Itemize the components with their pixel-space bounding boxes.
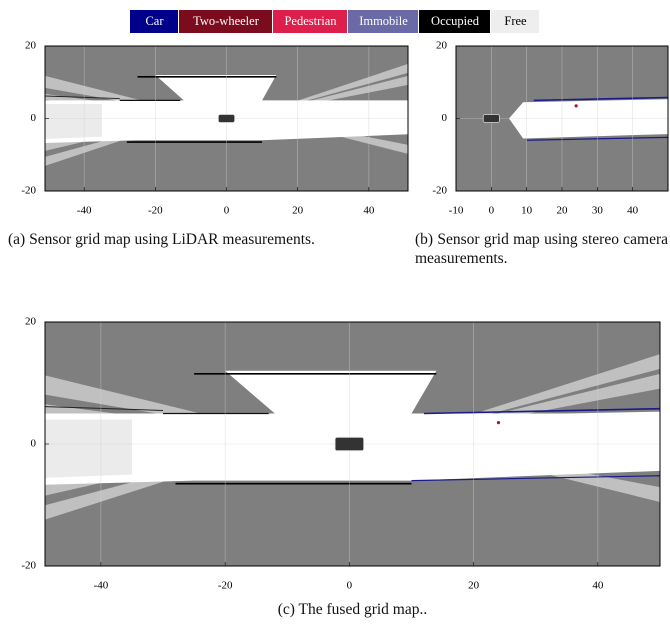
ego-vehicle [217,114,236,123]
frame [455,45,669,192]
x-tick-label: 0 [489,205,495,217]
free-ray [45,375,300,438]
legend-swatch [130,10,178,33]
free-ray [399,354,660,438]
x-tick-label: 30 [592,205,604,217]
x-tick-label: -40 [94,580,109,592]
free-space [380,411,660,478]
caption: (c) The fused grid map.. [277,601,428,618]
x-tick-label: 0 [347,580,353,592]
y-tick-label: 0 [31,438,37,450]
pedestrian-cell [496,421,501,425]
x-tick-label: 20 [557,205,569,217]
y-tick-label: -20 [432,185,447,197]
legend-label: Two-wheeler [193,14,260,28]
legend-label: Free [504,14,527,28]
legend-swatch [179,10,272,33]
occupied-edge [526,136,668,141]
x-tick-label: -40 [77,205,92,217]
free-shade [45,419,132,478]
free-space [509,99,668,139]
legend-swatch [273,10,347,33]
pedestrian-cell [574,104,578,108]
legend-label: Pedestrian [284,14,337,28]
x-tick-label: 10 [521,205,533,217]
legend-swatch [419,10,490,33]
ego-vehicle [482,114,500,123]
x-tick-label: 20 [468,580,480,592]
legend-label: Car [145,14,164,28]
free-ray [45,114,199,151]
x-tick-label: 40 [592,580,604,592]
occupied-edge [45,95,120,100]
legend-label: Immobile [359,14,408,28]
x-tick-label: 20 [292,205,304,217]
legend-swatch [491,10,539,33]
x-tick-label: 40 [627,205,639,217]
free-shade [45,104,102,139]
y-tick-label: -20 [21,560,36,572]
caption: (b) Sensor grid map using stereo camera … [415,231,668,267]
occupied-edge [45,406,164,411]
occupied-edge [411,475,660,482]
x-tick-label: -20 [218,580,233,592]
y-tick-label: -20 [21,185,36,197]
free-ray [399,373,660,438]
legend-label: Occupied [431,14,480,28]
y-tick-label: 20 [25,40,37,52]
y-tick-label: 0 [442,112,448,124]
y-tick-label: 20 [436,40,448,52]
frame [44,321,661,567]
caption: (a) Sensor grid map using LiDAR measurem… [8,231,315,248]
x-tick-label: 0 [224,205,230,217]
y-tick-label: 0 [31,112,37,124]
x-tick-label: -10 [449,205,464,217]
legend-swatch [348,10,418,33]
ego-vehicle [334,436,365,452]
x-tick-label: -20 [148,205,163,217]
frame [44,45,409,192]
y-tick-label: 20 [25,316,37,328]
x-tick-label: 40 [363,205,375,217]
